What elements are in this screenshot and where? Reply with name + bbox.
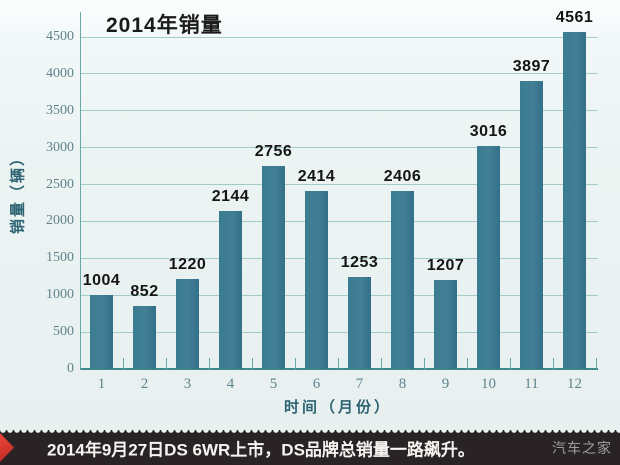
- axis-tick: [209, 358, 210, 369]
- bar-month-6: [305, 191, 328, 369]
- axis-tick: [166, 358, 167, 369]
- y-tick-label: 2500: [46, 176, 74, 192]
- bar-value-label: 1207: [426, 257, 465, 274]
- bar-value-label: 852: [130, 283, 159, 300]
- axis-tick: [510, 358, 511, 369]
- caption-text: 2014年9月27日DS 6WR上市，DS品牌总销量一路飙升。: [47, 440, 475, 459]
- gridline: [80, 36, 598, 38]
- axis-tick: [467, 358, 468, 369]
- axis-tick: [295, 358, 296, 369]
- chart-title: 2014年销量: [106, 14, 223, 37]
- y-tick-label: 0: [67, 361, 74, 376]
- gridline: [80, 294, 598, 296]
- x-axis-title: 时间（月份）: [283, 400, 392, 416]
- x-tick-label: 4: [226, 376, 235, 392]
- x-tick-label: 6: [312, 376, 321, 392]
- gridline: [80, 220, 598, 222]
- x-tick-label: 12: [567, 376, 582, 392]
- axis-tick: [338, 358, 339, 369]
- y-tick-label: 3500: [46, 102, 74, 118]
- bar-value-label: 2414: [297, 168, 336, 185]
- x-tick-label: 1: [97, 376, 106, 392]
- y-tick-label: 3000: [46, 139, 74, 155]
- bar-month-11: [520, 81, 543, 369]
- y-tick-label: 1000: [46, 287, 74, 303]
- bar-value-label: 3897: [512, 58, 551, 75]
- sales-bar-chart: 2014年销量 销量（辆） 0 500 1000 1500 2000 2500 3000 35…: [0, 0, 620, 430]
- axis-tick: [252, 358, 253, 369]
- axis-tick: [596, 358, 597, 369]
- gridline: [80, 73, 598, 75]
- bar-value-label: 1004: [82, 272, 121, 289]
- bar-value-label: 1253: [340, 254, 379, 271]
- caption-bar: 2014年9月27日DS 6WR上市，DS品牌总销量一路飙升。 汽车之家: [0, 430, 620, 465]
- x-axis-line: [80, 368, 598, 370]
- y-tick-label: 1500: [46, 250, 74, 266]
- bar-value-label: 2144: [211, 188, 250, 205]
- gridline: [80, 147, 598, 149]
- y-tick-label: 2000: [46, 213, 74, 229]
- x-tick-label: 2: [140, 376, 149, 392]
- y-tick-label: 4000: [46, 65, 74, 81]
- gridline: [80, 331, 598, 333]
- bar-month-1: [90, 295, 113, 369]
- bar-month-5: [262, 166, 285, 369]
- bar-value-label: 3016: [469, 123, 508, 140]
- y-axis-line: [80, 12, 81, 369]
- bar-value-label: 2756: [254, 143, 293, 160]
- bar-month-2: [133, 306, 156, 369]
- x-tick-label: 3: [183, 376, 192, 392]
- gridline: [80, 257, 598, 259]
- x-tick-label: 9: [441, 376, 450, 392]
- gridline: [80, 110, 598, 112]
- bar-month-4: [219, 211, 242, 369]
- x-tick-label: 8: [398, 376, 407, 392]
- bar-month-9: [434, 280, 457, 369]
- y-tick-label: 4500: [46, 29, 74, 44]
- bar-value-label: 1220: [168, 256, 207, 273]
- arrow-icon: [0, 433, 14, 462]
- bar-month-12: [563, 32, 586, 369]
- axis-tick: [381, 358, 382, 369]
- plot-area: 0 500 1000 1500 2000 2500 3000 3500 4000 4500 1004…: [46, 9, 598, 392]
- x-tick-label: 11: [524, 376, 539, 392]
- x-tick-label: 10: [481, 376, 496, 392]
- bar-month-7: [348, 277, 371, 369]
- watermark-autohome: 汽车之家: [552, 440, 612, 456]
- y-tick-label: 500: [53, 324, 74, 340]
- axis-tick: [553, 358, 554, 369]
- bar-value-label: 2406: [383, 168, 422, 185]
- axis-tick: [123, 358, 124, 369]
- bar-month-8: [391, 191, 414, 369]
- perforation-edge: [0, 430, 620, 435]
- axis-tick: [424, 358, 425, 369]
- x-tick-label: 7: [355, 376, 364, 392]
- bar-month-10: [477, 146, 500, 369]
- bar-month-3: [176, 279, 199, 369]
- bar-value-label: 4561: [555, 9, 594, 26]
- x-tick-label: 5: [269, 376, 278, 392]
- gridline: [80, 184, 598, 186]
